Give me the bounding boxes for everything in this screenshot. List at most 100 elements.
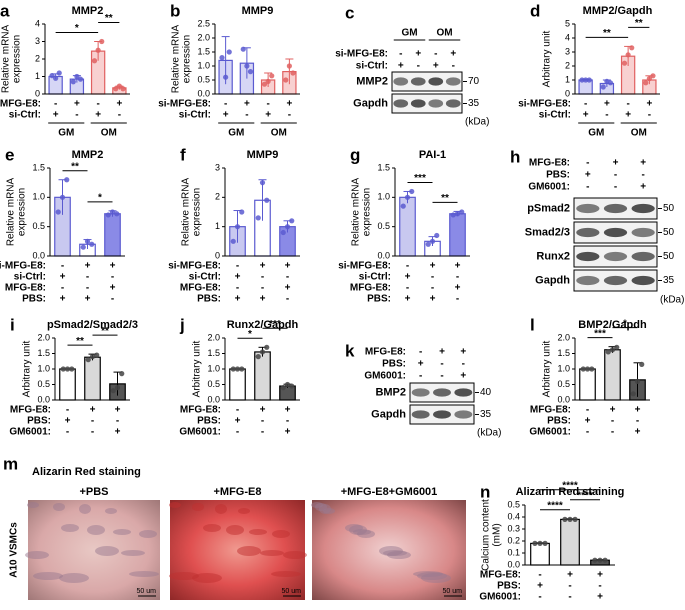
- row-sign: -: [224, 99, 227, 110]
- cell: [53, 503, 65, 511]
- row-sign: +: [285, 283, 291, 294]
- cell: [87, 525, 105, 535]
- chart-title: PAI-1: [419, 149, 446, 161]
- data-point: [105, 212, 111, 218]
- y-tick-label: 1.0: [197, 60, 210, 70]
- row-label: PBS:: [382, 359, 406, 370]
- row-sign: -: [261, 427, 264, 438]
- row-sign: -: [406, 283, 409, 294]
- row-label: PBS:: [367, 294, 391, 305]
- data-point: [597, 557, 603, 563]
- row-label: PBS:: [27, 416, 51, 427]
- data-point: [625, 52, 631, 58]
- panel-label: c: [345, 3, 354, 22]
- data-point: [265, 78, 271, 84]
- y-axis-label: expression: [192, 188, 203, 236]
- data-point: [223, 74, 229, 80]
- row-sign: +: [110, 261, 116, 272]
- row-sign: +: [85, 294, 91, 305]
- row-sign: +: [235, 416, 241, 427]
- row-label: si-Ctrl:: [189, 272, 221, 283]
- data-point: [459, 209, 465, 215]
- data-point: [289, 218, 295, 224]
- row-sign: -: [261, 416, 264, 427]
- data-point: [230, 238, 236, 244]
- row-sign: +: [585, 416, 591, 427]
- data-point: [400, 203, 406, 209]
- data-point: [562, 516, 568, 523]
- row-label: si-MFG-E8:: [338, 261, 391, 272]
- y-tick-label: 5: [565, 18, 570, 28]
- row-sign: +: [53, 110, 59, 121]
- band-label: Gapdh: [371, 408, 406, 420]
- row-sign: +: [455, 261, 461, 272]
- cell: [226, 525, 244, 535]
- blot-band: [454, 388, 473, 397]
- row-sign: -: [431, 283, 434, 294]
- blot-band: [428, 99, 444, 108]
- panel-label: k: [345, 341, 355, 360]
- group-label: OM: [631, 128, 647, 139]
- row-sign: +: [265, 110, 271, 121]
- sig-label: ****: [547, 500, 563, 511]
- cell: [283, 551, 307, 559]
- row-label: si-Ctrl:: [539, 110, 571, 121]
- row-sign: +: [85, 261, 91, 272]
- panel-label: a: [0, 1, 10, 20]
- row-label: MFG-E8:: [530, 405, 571, 416]
- y-tick-label: 1: [215, 221, 220, 231]
- row-sign: +: [625, 110, 631, 121]
- unit-label: (kDa): [477, 428, 501, 439]
- row-label: GM6001:: [479, 592, 521, 603]
- row-sign: +: [450, 49, 456, 60]
- blot-band: [428, 77, 444, 86]
- y-tick-label: 4: [565, 32, 570, 42]
- chart-title: pSmad2/Smad2/3: [47, 319, 138, 331]
- sig-label: **: [71, 161, 79, 172]
- row-sign: -: [399, 49, 402, 60]
- data-point: [226, 49, 232, 55]
- y-tick-label: 2: [35, 53, 40, 63]
- row-sign: +: [74, 99, 80, 110]
- cell: [238, 508, 250, 514]
- cell: [105, 508, 117, 514]
- marker-label: 70: [468, 76, 480, 87]
- cell: [59, 573, 89, 583]
- sig-label: *: [623, 318, 627, 329]
- row-sign: -: [236, 283, 239, 294]
- row-label: GM6001:: [9, 427, 51, 438]
- data-point: [80, 244, 86, 250]
- row-sign: -: [236, 405, 239, 416]
- y-tick-label: 0.5: [197, 74, 210, 84]
- cell: [121, 550, 145, 556]
- y-tick-label: 0.5: [377, 221, 390, 231]
- data-point: [264, 344, 270, 350]
- data-point: [609, 347, 616, 353]
- y-tick-label: 0.0: [32, 250, 45, 260]
- data-point: [450, 212, 456, 218]
- sig-label: **: [441, 193, 449, 204]
- data-point: [99, 38, 105, 45]
- y-axis-label: expression: [12, 35, 23, 83]
- row-sign: -: [586, 405, 589, 416]
- data-point: [579, 77, 585, 83]
- data-point: [56, 70, 62, 76]
- y-axis-label: Relative mRNA: [171, 25, 182, 94]
- blot-band: [576, 203, 600, 214]
- data-point: [542, 540, 548, 547]
- side-label: A10 VSMCs: [9, 522, 20, 578]
- row-sign: +: [260, 294, 266, 305]
- blot-band: [576, 227, 600, 238]
- sig-label: **: [105, 13, 113, 24]
- row-sign: -: [91, 416, 94, 427]
- data-point: [605, 349, 611, 355]
- cell: [27, 502, 39, 508]
- row-sign: -: [288, 110, 291, 121]
- blot-band: [631, 275, 655, 286]
- row-sign: +: [597, 592, 603, 603]
- row-label: PBS:: [197, 416, 221, 427]
- data-point: [89, 354, 96, 360]
- row-sign: -: [118, 110, 121, 121]
- y-tick-label: 0.3: [507, 523, 520, 533]
- y-tick-label: 0.4: [507, 511, 520, 521]
